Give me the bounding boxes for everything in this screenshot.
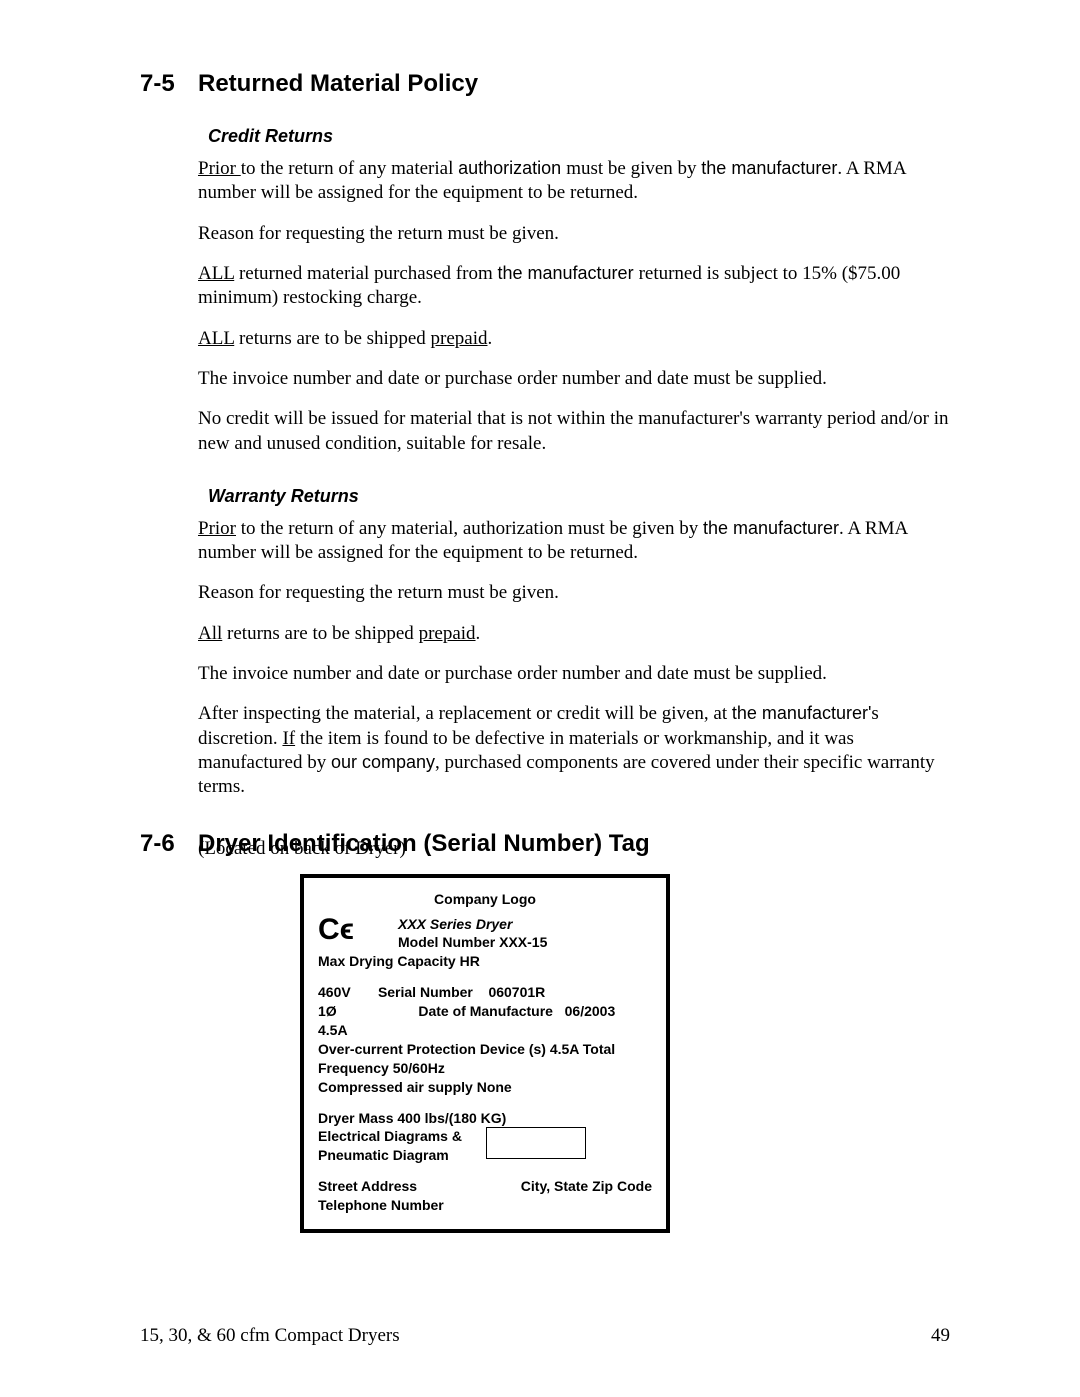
tag-street-address: Street Address — [318, 1177, 417, 1196]
tag-address-row: Street Address City, State Zip Code — [318, 1177, 652, 1196]
credit-returns-heading: Credit Returns — [208, 126, 950, 147]
text: to the return of any material — [241, 158, 458, 179]
tag-max-capacity: Max Drying Capacity HR — [318, 952, 652, 971]
text: the manufacturer — [703, 518, 839, 538]
credit-p4: ALL returns are to be shipped prepaid. — [198, 327, 950, 351]
credit-p6: No credit will be issued for material th… — [198, 407, 950, 456]
text: Serial Number — [378, 984, 473, 1000]
ce-mark-icon: C ϵ — [318, 915, 374, 953]
tag-header-row: C ϵ XXX Series Dryer Model Number XXX-15 — [318, 915, 652, 953]
page-footer: 15, 30, & 60 cfm Compact Dryers 49 — [140, 1325, 950, 1347]
text: If — [282, 728, 295, 749]
text: Date of Manufacture — [418, 1003, 553, 1019]
warranty-p2: Reason for requesting the return must be… — [198, 581, 950, 605]
text: ALL — [198, 263, 234, 284]
warranty-p4: The invoice number and date or purchase … — [198, 662, 950, 686]
footer-left: 15, 30, & 60 cfm Compact Dryers — [140, 1325, 400, 1347]
text: our company — [331, 752, 435, 772]
tag-line-phase-date: 1Ø Date of Manufacture 06/2003 — [318, 1002, 652, 1021]
page: 7-5 Returned Material Policy Credit Retu… — [0, 0, 1080, 1397]
text: must be given by — [566, 158, 701, 179]
footer-page-number: 49 — [931, 1325, 950, 1347]
tag-line-diag2: Pneumatic Diagram — [318, 1146, 462, 1165]
tag-company-logo: Company Logo — [318, 890, 652, 909]
credit-p2: Reason for requesting the return must be… — [198, 222, 950, 246]
tag-line-diag1: Electrical Diagrams & — [318, 1127, 462, 1146]
text: to the return of any material, authoriza… — [236, 518, 703, 539]
text: 060701R — [488, 984, 545, 1000]
credit-p5: The invoice number and date or purchase … — [198, 367, 950, 391]
tag-telephone: Telephone Number — [318, 1196, 652, 1215]
tag-mass-block: Dryer Mass 400 lbs/(180 KG) Electrical D… — [318, 1109, 652, 1166]
warranty-p3: All returns are to be shipped prepaid. — [198, 622, 950, 646]
section-number: 7-5 — [140, 70, 198, 98]
tag-diagram-box — [486, 1127, 586, 1159]
text: 06/2003 — [565, 1003, 616, 1019]
tag-line-air: Compressed air supply None — [318, 1078, 652, 1097]
text: . — [476, 623, 481, 644]
dryer-id-tag-wrap: Company Logo C ϵ XXX Series Dryer Model … — [300, 874, 950, 1233]
tag-diagram-labels: Electrical Diagrams & Pneumatic Diagram — [318, 1127, 462, 1165]
text: prepaid — [419, 623, 476, 644]
credit-p3: ALL returned material purchased from the… — [198, 262, 950, 311]
tag-line-ocp: Over-current Protection Device (s) 4.5A … — [318, 1040, 652, 1059]
section-7-5-content: Credit Returns Prior to the return of an… — [198, 126, 950, 800]
warranty-p5: After inspecting the material, a replace… — [198, 702, 950, 799]
tag-diagram-row: Electrical Diagrams & Pneumatic Diagram — [318, 1127, 652, 1165]
tag-line-volt-serial: 460V Serial Number 060701R — [318, 983, 652, 1002]
text: returned material purchased from — [234, 263, 497, 284]
text: returns are to be shipped — [222, 623, 418, 644]
text: ALL — [198, 328, 234, 349]
text: . — [488, 328, 493, 349]
text: Prior — [198, 158, 241, 179]
text: returns are to be shipped — [234, 328, 430, 349]
tag-model: Model Number XXX-15 — [398, 933, 547, 952]
text: the manufacturer — [701, 158, 837, 178]
tag-line-mass: Dryer Mass 400 lbs/(180 KG) — [318, 1109, 652, 1128]
tag-city-state-zip: City, State Zip Code — [521, 1177, 652, 1196]
text: After inspecting the material, a replace… — [198, 703, 732, 724]
credit-p1: Prior to the return of any material auth… — [198, 157, 950, 206]
tag-line-amp: 4.5A — [318, 1021, 652, 1040]
tag-address-block: Street Address City, State Zip Code Tele… — [318, 1177, 652, 1215]
warranty-p1: Prior to the return of any material, aut… — [198, 517, 950, 566]
tag-series-block: XXX Series Dryer Model Number XXX-15 — [374, 915, 547, 953]
text: authorization — [458, 158, 566, 178]
section-title: Returned Material Policy — [198, 70, 478, 98]
warranty-returns-heading: Warranty Returns — [208, 486, 950, 507]
text: All — [198, 623, 222, 644]
text: Prior — [198, 518, 236, 539]
section-number: 7-6 — [140, 830, 198, 858]
text: the manufacturer — [497, 263, 638, 283]
tag-spec-block: 460V Serial Number 060701R 1Ø Date of Ma… — [318, 983, 652, 1096]
text: the manufacturer' — [732, 703, 872, 723]
text: prepaid — [431, 328, 488, 349]
tag-line-freq: Frequency 50/60Hz — [318, 1059, 652, 1078]
tag-series: XXX Series Dryer — [398, 915, 547, 934]
dryer-id-tag: Company Logo C ϵ XXX Series Dryer Model … — [300, 874, 670, 1233]
text: 460V — [318, 984, 351, 1000]
section-7-5-heading: 7-5 Returned Material Policy — [140, 70, 950, 98]
text: 1Ø — [318, 1003, 337, 1019]
